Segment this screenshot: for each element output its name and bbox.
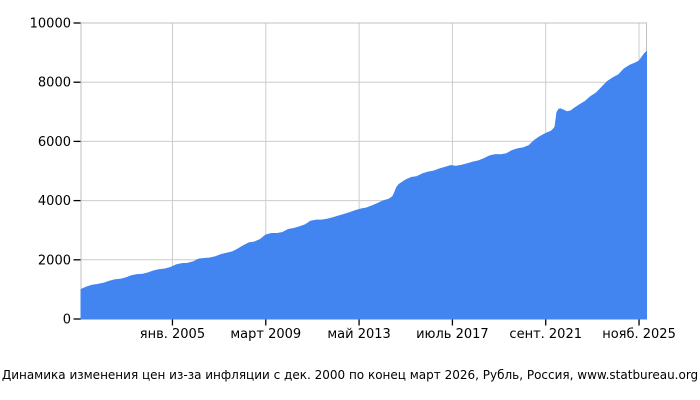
y-axis-label: 10000 — [30, 17, 71, 32]
x-axis-label: март 2009 — [230, 327, 301, 342]
inflation-area-chart: 0 2000 4000 6000 8000 10000 янв. 2005 март 2009… — [30, 17, 676, 343]
x-axis-label: нояб. 2025 — [602, 327, 676, 342]
x-axis-label: июль 2017 — [416, 327, 489, 342]
x-axis-label: май 2013 — [327, 327, 390, 342]
y-axis-label: 6000 — [38, 135, 71, 150]
y-axis-label: 0 — [63, 313, 71, 328]
x-axis-label: сент. 2021 — [509, 327, 582, 342]
y-axis-label: 4000 — [38, 194, 71, 209]
y-axis-label: 2000 — [38, 253, 71, 268]
chart-caption: Динамика изменения цен из-за инфляции с … — [1, 368, 699, 382]
y-axis-label: 8000 — [38, 76, 71, 91]
x-axis-label: янв. 2005 — [140, 327, 205, 342]
inflation-area-series — [80, 50, 647, 320]
